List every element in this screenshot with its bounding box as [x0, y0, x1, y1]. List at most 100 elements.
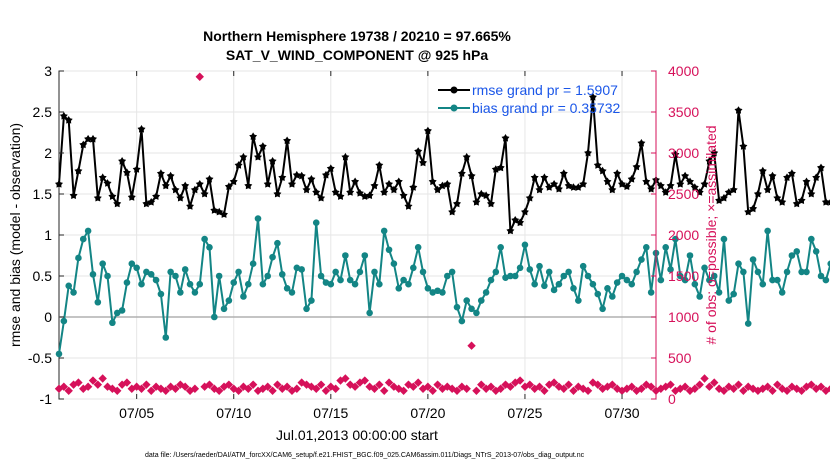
bias-point	[133, 264, 140, 272]
x-tick-label: 07/05	[119, 405, 154, 421]
rmse-point	[195, 180, 204, 188]
obs-point	[321, 386, 331, 395]
rmse-point	[812, 173, 821, 181]
rmse-point	[632, 162, 641, 171]
bias-point	[720, 235, 728, 243]
bias-point	[575, 297, 582, 304]
obs-point	[161, 386, 170, 395]
bias-point	[380, 227, 388, 235]
bias-point	[740, 268, 747, 276]
obs-point	[680, 382, 690, 391]
rmse-point	[545, 183, 554, 191]
bias-point	[812, 248, 820, 255]
axis-ticks	[59, 70, 657, 400]
obs-point	[413, 378, 423, 387]
bias-point	[793, 248, 801, 255]
rmse-point	[783, 173, 791, 181]
bias-point	[604, 285, 611, 292]
rmse-point	[700, 180, 709, 188]
obs-point	[360, 376, 369, 385]
rmse-point	[234, 161, 243, 169]
rmse-point	[74, 166, 83, 175]
obs-point	[147, 386, 156, 395]
rmse-point	[496, 163, 505, 172]
bias-point	[507, 272, 514, 280]
rmse-point	[93, 193, 102, 202]
rmse-point	[690, 183, 699, 191]
bias-point	[298, 266, 305, 273]
rmse-point	[171, 185, 180, 194]
obs-point	[195, 72, 204, 81]
obs-point	[312, 384, 321, 393]
bias-point	[822, 276, 830, 284]
bias-point	[774, 276, 781, 284]
obs-point	[331, 384, 340, 393]
obs-point	[627, 382, 636, 391]
bias-point	[633, 268, 640, 276]
rmse-point	[161, 181, 170, 190]
bias-point	[215, 272, 223, 280]
bias-point	[211, 313, 218, 321]
bias-point	[55, 350, 63, 358]
x-tick-label: 07/20	[410, 405, 445, 421]
bias-point	[550, 286, 558, 294]
rmse-point	[423, 126, 432, 135]
rmse-point	[186, 202, 194, 210]
rmse-point	[598, 166, 607, 175]
bias-point	[269, 253, 276, 261]
rmse-point	[322, 170, 330, 179]
bias-point	[186, 280, 194, 288]
rmse-point	[414, 147, 423, 155]
bias-point	[152, 276, 160, 284]
bias-point	[410, 264, 417, 272]
rmse-point	[443, 180, 452, 188]
obs-point	[773, 380, 782, 389]
bias-point	[589, 280, 597, 288]
bias-point	[278, 271, 286, 278]
rmse-point	[181, 181, 190, 190]
rmse-point	[681, 171, 690, 180]
obs-point	[433, 380, 442, 389]
bias-point	[70, 289, 77, 296]
rmse-point	[603, 177, 612, 186]
bias-point	[662, 244, 670, 251]
obs-point	[695, 380, 704, 389]
bias-point	[312, 219, 320, 226]
bias-point	[623, 276, 631, 284]
rmse-point	[205, 175, 214, 183]
obs-point	[511, 378, 520, 387]
bias-point	[439, 289, 446, 296]
obs-point	[807, 380, 816, 389]
bias-point	[351, 280, 359, 288]
bias-point	[526, 266, 534, 273]
y-right-tick-label: 3000	[668, 145, 699, 161]
obs-point	[554, 382, 564, 391]
y-right-tick-label: 2000	[668, 227, 699, 243]
obs-point	[515, 376, 525, 385]
rmse-point	[758, 166, 767, 175]
obs-point	[666, 380, 675, 389]
obs-point	[350, 382, 360, 391]
bias-point	[468, 305, 475, 313]
rmse-point	[351, 177, 360, 186]
rmse-point	[142, 199, 151, 208]
rmse-point	[588, 93, 597, 101]
rmse-point	[763, 185, 772, 194]
rmse-point	[118, 157, 127, 165]
rmse-point	[331, 188, 340, 196]
y-left-tick-label: 3	[44, 63, 52, 79]
bias-point	[172, 272, 179, 280]
rmse-point	[389, 185, 398, 194]
rmse-point	[69, 191, 78, 199]
rmse-point	[176, 193, 185, 202]
rmse-point	[404, 202, 413, 210]
bias-point	[710, 272, 718, 280]
rmse-point	[273, 189, 282, 198]
rmse-point	[132, 165, 141, 173]
rmse-point	[283, 136, 292, 145]
bias-point	[492, 268, 500, 276]
bias-point	[342, 252, 349, 259]
bias-point	[783, 268, 791, 276]
obs-point	[180, 382, 190, 391]
bias-point	[443, 272, 451, 280]
